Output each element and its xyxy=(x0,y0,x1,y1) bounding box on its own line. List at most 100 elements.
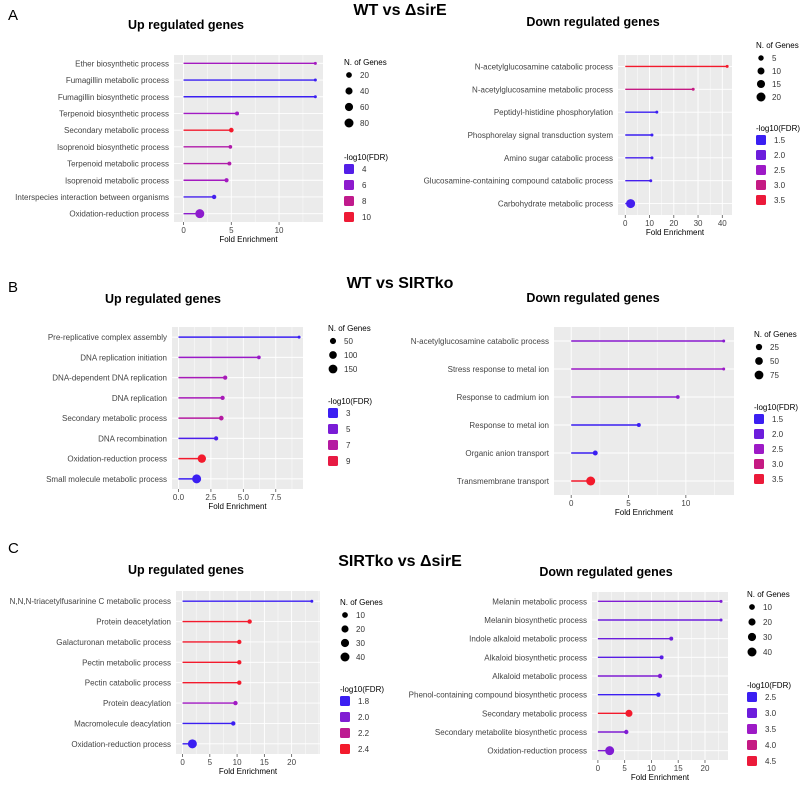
lollipop-point xyxy=(227,161,232,166)
x-tick-label: 2.5 xyxy=(205,493,217,502)
size-legend-label: 20 xyxy=(356,625,365,634)
color-legend-label: 2.5 xyxy=(765,693,777,702)
size-legend-label: 20 xyxy=(360,71,369,80)
x-tick-label: 5 xyxy=(626,499,631,508)
chart-title: Down regulated genes xyxy=(526,291,659,305)
color-legend-swatch xyxy=(747,756,757,766)
color-legend-swatch xyxy=(747,708,757,718)
size-legend: N. of Genes 20 40 60 80 xyxy=(344,58,387,128)
x-tick-label: 0 xyxy=(569,499,574,508)
chart-title: Up regulated genes xyxy=(128,563,244,577)
color-legend-title: -log10(FDR) xyxy=(747,681,791,690)
lollipop-point xyxy=(195,209,205,219)
size-legend-dot xyxy=(344,118,354,128)
color-legend-swatch xyxy=(747,740,757,750)
section-letter-a: A xyxy=(8,7,18,24)
color-legend-title: -log10(FDR) xyxy=(340,685,384,694)
category-label: Alkaloid biosynthetic process xyxy=(484,653,587,662)
category-label: Terpenoid metabolic process xyxy=(67,160,169,169)
lollipop-point xyxy=(211,194,217,200)
chart-panel-a-down: Down regulated genes N-acetylglucosamine … xyxy=(424,15,800,237)
color-legend-swatch xyxy=(328,424,338,434)
color-legend: -log10(FDR) 2.5 3.0 3.5 4.0 4.5 xyxy=(747,681,791,766)
lollipop-point xyxy=(626,199,636,209)
category-label: Fumagillin metabolic process xyxy=(66,76,169,85)
color-legend-label: 4.5 xyxy=(765,757,777,766)
category-label: Secondary metabolic process xyxy=(482,709,587,718)
size-legend-dot xyxy=(329,337,337,345)
category-label: Small molecule metabolic process xyxy=(46,475,167,484)
x-tick-label: 0.0 xyxy=(173,493,185,502)
size-legend-title: N. of Genes xyxy=(328,324,371,333)
size-legend-label: 5 xyxy=(772,54,777,63)
x-tick-label: 30 xyxy=(694,219,703,228)
size-legend: N. of Genes 25 50 75 xyxy=(754,330,797,380)
lollipop-point xyxy=(313,78,317,82)
color-legend-label: 3.0 xyxy=(765,709,777,718)
lollipop-point xyxy=(649,179,653,183)
lollipop-point xyxy=(297,335,301,339)
category-label: Isoprenoid biosynthetic process xyxy=(57,143,169,152)
color-legend-label: 3.0 xyxy=(772,460,784,469)
lollipop-point xyxy=(233,700,238,706)
color-legend-label: 3.5 xyxy=(772,475,784,484)
category-label: Pre-replicative complex assembly xyxy=(48,333,167,342)
color-legend-swatch xyxy=(340,712,350,722)
size-legend-title: N. of Genes xyxy=(756,41,799,50)
color-legend-swatch xyxy=(756,195,766,205)
size-legend-title: N. of Genes xyxy=(747,590,790,599)
section-title-c: SIRTko vs ΔsirE xyxy=(338,553,462,570)
chart-panel-a-up: Up regulated genes Ether biosynthetic pro… xyxy=(15,18,388,244)
color-legend-swatch xyxy=(328,456,338,466)
color-legend-label: 2.4 xyxy=(358,745,370,754)
category-label: Melanin biosynthetic process xyxy=(484,616,587,625)
color-legend: -log10(FDR) 4 6 8 10 xyxy=(344,153,388,222)
size-legend-dot xyxy=(329,351,337,359)
lollipop-point xyxy=(218,415,224,421)
category-label: Melanin metabolic process xyxy=(492,597,587,606)
lollipop-point xyxy=(223,375,228,380)
x-tick-label: 20 xyxy=(669,219,678,228)
color-legend-label: 4.0 xyxy=(765,741,777,750)
size-legend-label: 50 xyxy=(344,337,353,346)
size-legend-dot xyxy=(328,364,338,374)
size-legend-dot xyxy=(756,92,766,102)
category-label: Secondary metabolite biosynthetic proces… xyxy=(435,728,587,737)
category-label: N-acetylglucosamine catabolic process xyxy=(475,62,613,71)
category-label: Stress response to metal ion xyxy=(448,365,549,374)
color-legend-swatch xyxy=(747,692,757,702)
section-title-a: WT vs ΔsirE xyxy=(353,2,447,19)
lollipop-point xyxy=(257,355,261,360)
lollipop-point xyxy=(722,367,726,371)
x-tick-label: 5.0 xyxy=(238,493,250,502)
category-label: Galacturonan metabolic process xyxy=(56,638,171,647)
lollipop-point xyxy=(237,680,242,685)
category-label: DNA replication initiation xyxy=(80,353,167,362)
category-label: Secondary metabolic process xyxy=(64,126,169,135)
x-tick-label: 10 xyxy=(681,499,690,508)
category-label: Protein deacetylation xyxy=(96,618,171,627)
color-legend-swatch xyxy=(747,724,757,734)
section-letter-c: C xyxy=(8,540,19,557)
color-legend-label: 3.5 xyxy=(774,196,786,205)
category-label: Oxidation-reduction process xyxy=(487,747,587,756)
color-legend: -log10(FDR) 1.5 2.0 2.5 3.0 3.5 xyxy=(754,403,798,484)
x-tick-label: 15 xyxy=(260,758,269,767)
x-tick-label: 15 xyxy=(674,764,683,773)
size-legend-label: 60 xyxy=(360,103,369,112)
section-letter-b: B xyxy=(8,279,18,296)
category-label: Organic anion transport xyxy=(465,449,549,458)
color-legend-label: 8 xyxy=(362,197,367,206)
size-legend-dot xyxy=(757,67,765,75)
lollipop-point xyxy=(605,746,615,756)
color-legend-label: 3 xyxy=(346,409,351,418)
category-label: Oxidation-reduction process xyxy=(67,455,167,464)
category-label: DNA recombination xyxy=(98,434,167,443)
color-legend-swatch xyxy=(754,444,764,454)
color-legend-swatch xyxy=(754,459,764,469)
category-label: DNA replication xyxy=(112,394,167,403)
color-legend-swatch xyxy=(344,212,354,222)
lollipop-point xyxy=(228,145,233,149)
color-legend-label: 2.5 xyxy=(772,445,784,454)
color-legend-swatch xyxy=(328,440,338,450)
